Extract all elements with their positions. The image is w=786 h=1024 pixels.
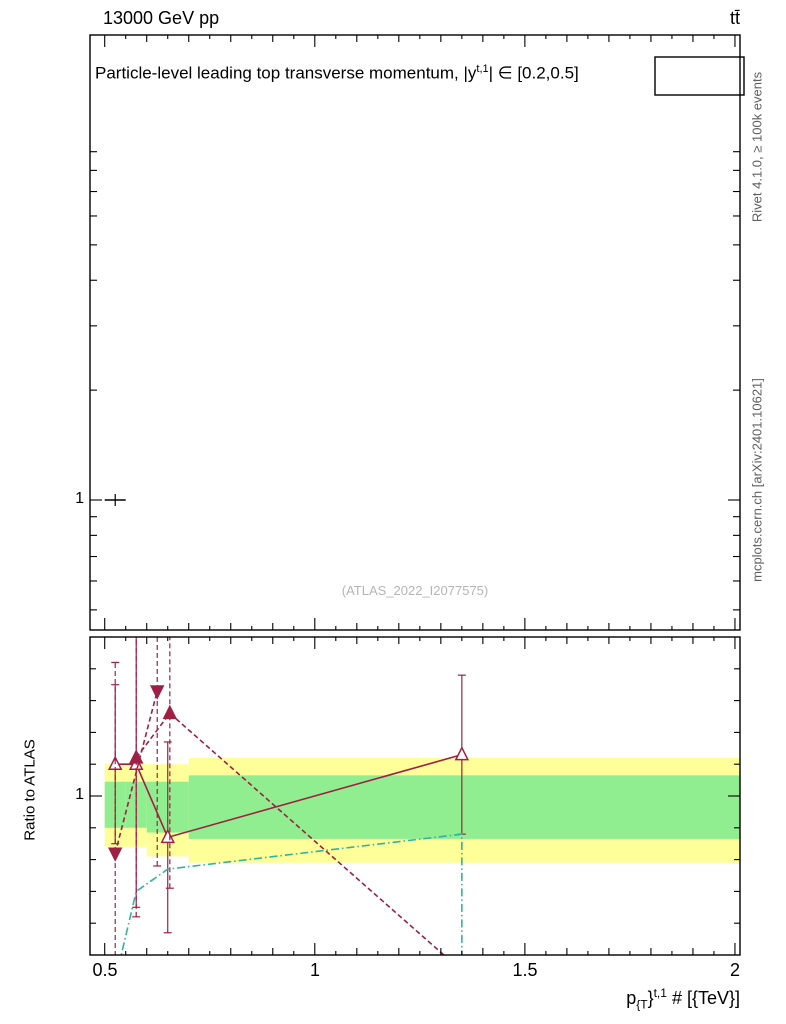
- top-panel-ytick-1: 1: [75, 490, 84, 507]
- plot-title-sup: t,1: [476, 63, 489, 75]
- plot-title-end: | ∈ [0.2,0.5]: [488, 63, 579, 83]
- plot-title: Particle-level leading top transverse mo…: [95, 63, 579, 84]
- rivet-version-label: Rivet 4.1.0, ≥ 100k events: [749, 71, 765, 223]
- beam-energy-label: 13000 GeV pp: [103, 8, 220, 28]
- ratio-axis-title: Ratio to ATLAS: [21, 739, 39, 841]
- x-axis-title-sub: {T: [636, 997, 648, 1012]
- analysis-watermark: (ATLAS_2022_I2077575): [341, 583, 489, 598]
- x-axis-title: p{T}t,1 # [{TeV}]: [440, 986, 740, 1012]
- x-axis-title-brace: }: [647, 988, 654, 1008]
- x-axis-title-sup: t,1: [653, 986, 667, 1000]
- x-axis-title-base: p: [626, 988, 637, 1008]
- xtick-0p5: 0.5: [92, 960, 118, 980]
- x-axis-title-units: # [{TeV}]: [666, 988, 740, 1008]
- process-label: tt̄: [729, 8, 740, 28]
- xtick-1: 1: [309, 960, 320, 980]
- xtick-1p5: 1.5: [512, 960, 538, 980]
- plot-title-text: Particle-level leading top transverse mo…: [95, 63, 477, 83]
- xtick-2: 2: [729, 960, 740, 980]
- mcplots-arxiv-label: mcplots.cern.ch [arXiv:2401.10621]: [749, 378, 765, 582]
- ratio-panel-ytick-1: 1: [75, 786, 84, 803]
